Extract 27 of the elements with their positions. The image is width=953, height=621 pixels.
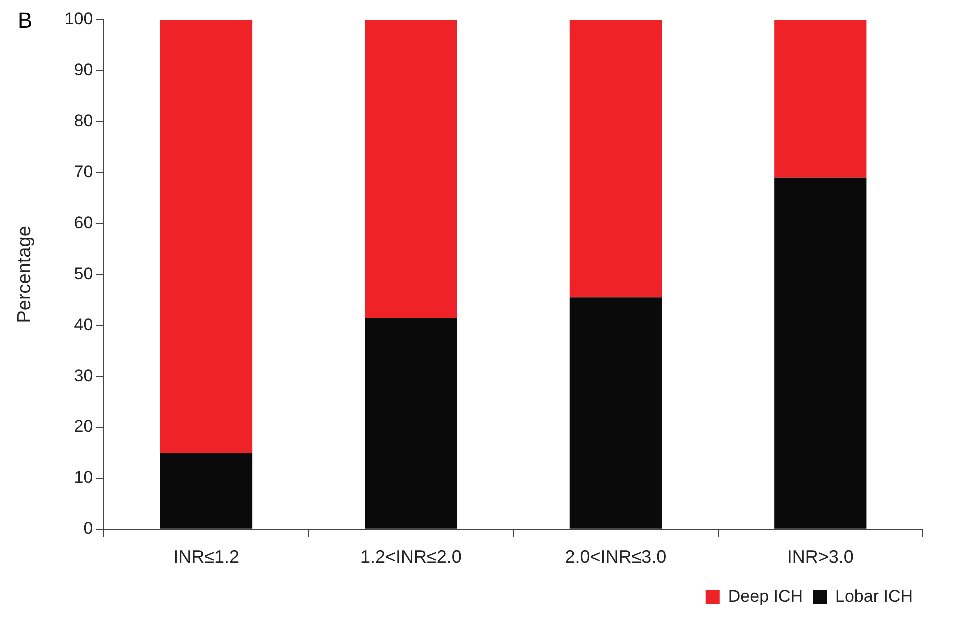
y-axis-title: Percentage	[14, 226, 36, 324]
bar	[774, 178, 867, 529]
bar	[160, 20, 253, 453]
x-tick-label: 2.0<INR≤3.0	[565, 547, 667, 568]
y-tick-label: 20	[74, 417, 94, 436]
y-tick-label: 90	[74, 60, 94, 80]
bar	[160, 452, 253, 529]
y-tick-label: 100	[64, 10, 94, 29]
y-tick-label: 50	[74, 264, 94, 284]
x-tick-label: INR>3.0	[787, 547, 854, 568]
x-tick-label: INR≤1.2	[174, 547, 240, 568]
x-tick-label: 1.2<INR≤2.0	[360, 547, 462, 568]
y-tick-label: 30	[74, 366, 94, 386]
y-tick-label: 0	[84, 519, 94, 538]
text: B	[18, 8, 33, 34]
legend-label: Deep ICH	[728, 587, 804, 606]
bar	[570, 298, 662, 529]
y-tick-label: 70	[74, 162, 94, 182]
y-tick-label: 10	[74, 468, 94, 488]
bar	[774, 20, 867, 178]
y-tick-label: 80	[74, 112, 94, 131]
y-tick-label: 40	[74, 315, 94, 334]
y-tick-label: 60	[74, 213, 94, 232]
legend-label: Lobar ICH	[836, 587, 914, 606]
bar	[365, 20, 458, 318]
bar	[570, 20, 662, 298]
bar	[365, 318, 458, 529]
